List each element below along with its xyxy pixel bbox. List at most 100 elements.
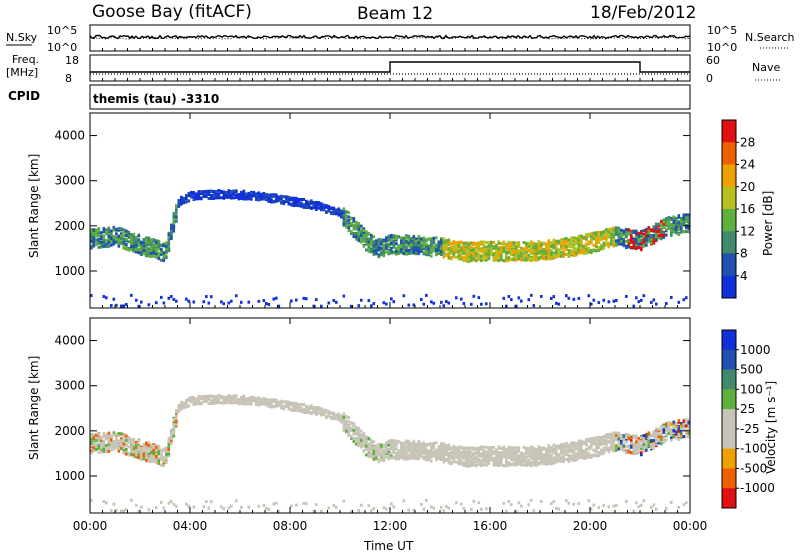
velocity-cell xyxy=(277,400,281,404)
velocity-cell xyxy=(130,448,133,452)
power-cell xyxy=(550,249,553,253)
power-cell xyxy=(345,224,348,228)
power-cell xyxy=(430,247,433,251)
power-cell xyxy=(380,252,383,256)
power-cell xyxy=(345,210,348,214)
power-cell xyxy=(432,239,436,243)
velocity-cell xyxy=(427,454,431,458)
power-cell xyxy=(430,254,433,258)
velocity-cell xyxy=(352,432,356,436)
power-cell xyxy=(680,229,683,233)
power-cell xyxy=(617,229,621,233)
velocity-cell xyxy=(347,431,351,435)
velocity-cell xyxy=(312,406,316,410)
power-cell xyxy=(377,248,381,252)
power-cell xyxy=(337,207,341,211)
velocity-cell xyxy=(380,457,383,461)
power-cell xyxy=(490,240,493,244)
velocity-cell xyxy=(360,435,363,439)
power-cell xyxy=(605,238,608,242)
power-cell xyxy=(655,230,658,234)
power-cell xyxy=(145,251,148,255)
velocity-cell xyxy=(362,438,366,442)
power-cell xyxy=(552,246,556,250)
velocity-cell xyxy=(395,451,398,455)
velocity-cell xyxy=(102,449,106,453)
power-cell xyxy=(392,245,396,249)
power-cell xyxy=(597,235,601,239)
velocity-cell xyxy=(235,395,238,399)
noise-left-label: N.Sky xyxy=(6,31,38,44)
velocity-cell xyxy=(117,431,121,435)
power-cell xyxy=(352,219,356,223)
velocity-cell xyxy=(250,402,253,406)
power-cell xyxy=(330,211,333,215)
power-cell xyxy=(105,245,108,249)
power-cell xyxy=(322,205,326,209)
power-cell xyxy=(555,242,558,246)
velocity-cell xyxy=(267,398,271,402)
power-cell xyxy=(685,213,688,217)
power-cell xyxy=(530,251,533,255)
velocity-cell xyxy=(347,423,351,427)
power-cell xyxy=(537,246,541,250)
power-cell xyxy=(522,240,526,244)
power-cell xyxy=(222,302,226,306)
power-cell xyxy=(122,304,126,308)
velocity-cell xyxy=(367,436,371,440)
power-cell xyxy=(415,249,418,253)
power-cell xyxy=(455,241,458,245)
velocity-cell xyxy=(137,452,141,456)
power-cell xyxy=(677,227,681,231)
power-cell xyxy=(675,225,678,229)
power-cell xyxy=(222,194,226,198)
velocity-cell xyxy=(95,446,98,450)
power-cell xyxy=(625,239,628,243)
velocity-cell xyxy=(202,505,206,509)
velocity-cell xyxy=(445,505,448,509)
velocity-cell xyxy=(382,443,386,447)
power-cell xyxy=(157,247,161,251)
velocity-cell xyxy=(315,411,318,415)
power-cell xyxy=(197,190,201,194)
power-cell xyxy=(132,238,136,242)
velocity-cell xyxy=(512,463,516,467)
power-cell xyxy=(317,202,321,206)
power-cell xyxy=(107,238,111,242)
velocity-cell xyxy=(385,450,388,454)
power-cell xyxy=(420,244,423,248)
velocity-cell xyxy=(307,409,311,413)
velocity-cell xyxy=(455,446,458,450)
velocity-cell xyxy=(225,395,228,399)
velocity-cell xyxy=(362,433,366,437)
velocity-cell xyxy=(112,502,116,506)
power-cell xyxy=(647,238,651,242)
power-cell xyxy=(622,243,626,247)
velocity-cell xyxy=(230,395,233,399)
velocity-cell xyxy=(102,441,106,445)
velocity-cell xyxy=(497,458,501,462)
power-cell xyxy=(387,245,391,249)
power-cell xyxy=(355,226,358,230)
velocity-cell xyxy=(497,452,501,456)
power-cell xyxy=(315,298,318,302)
power-cell xyxy=(172,216,176,220)
power-cell xyxy=(132,232,136,236)
velocity-cell xyxy=(257,504,261,508)
power-cell xyxy=(162,256,166,260)
power-cell xyxy=(482,251,486,255)
power-cell xyxy=(455,246,458,250)
velocity-cell xyxy=(437,453,441,457)
velocity-cell xyxy=(357,440,361,444)
power-cell xyxy=(402,252,406,256)
power-cell xyxy=(432,236,436,240)
power-cell xyxy=(472,253,476,257)
power-cell xyxy=(657,230,661,234)
power-cell xyxy=(525,254,528,258)
velocity-cell xyxy=(347,416,351,420)
power-cell xyxy=(542,257,546,261)
power-cell xyxy=(402,294,406,298)
power-cell xyxy=(360,298,363,302)
velocity-cell xyxy=(402,443,406,447)
power-cell xyxy=(507,294,511,298)
